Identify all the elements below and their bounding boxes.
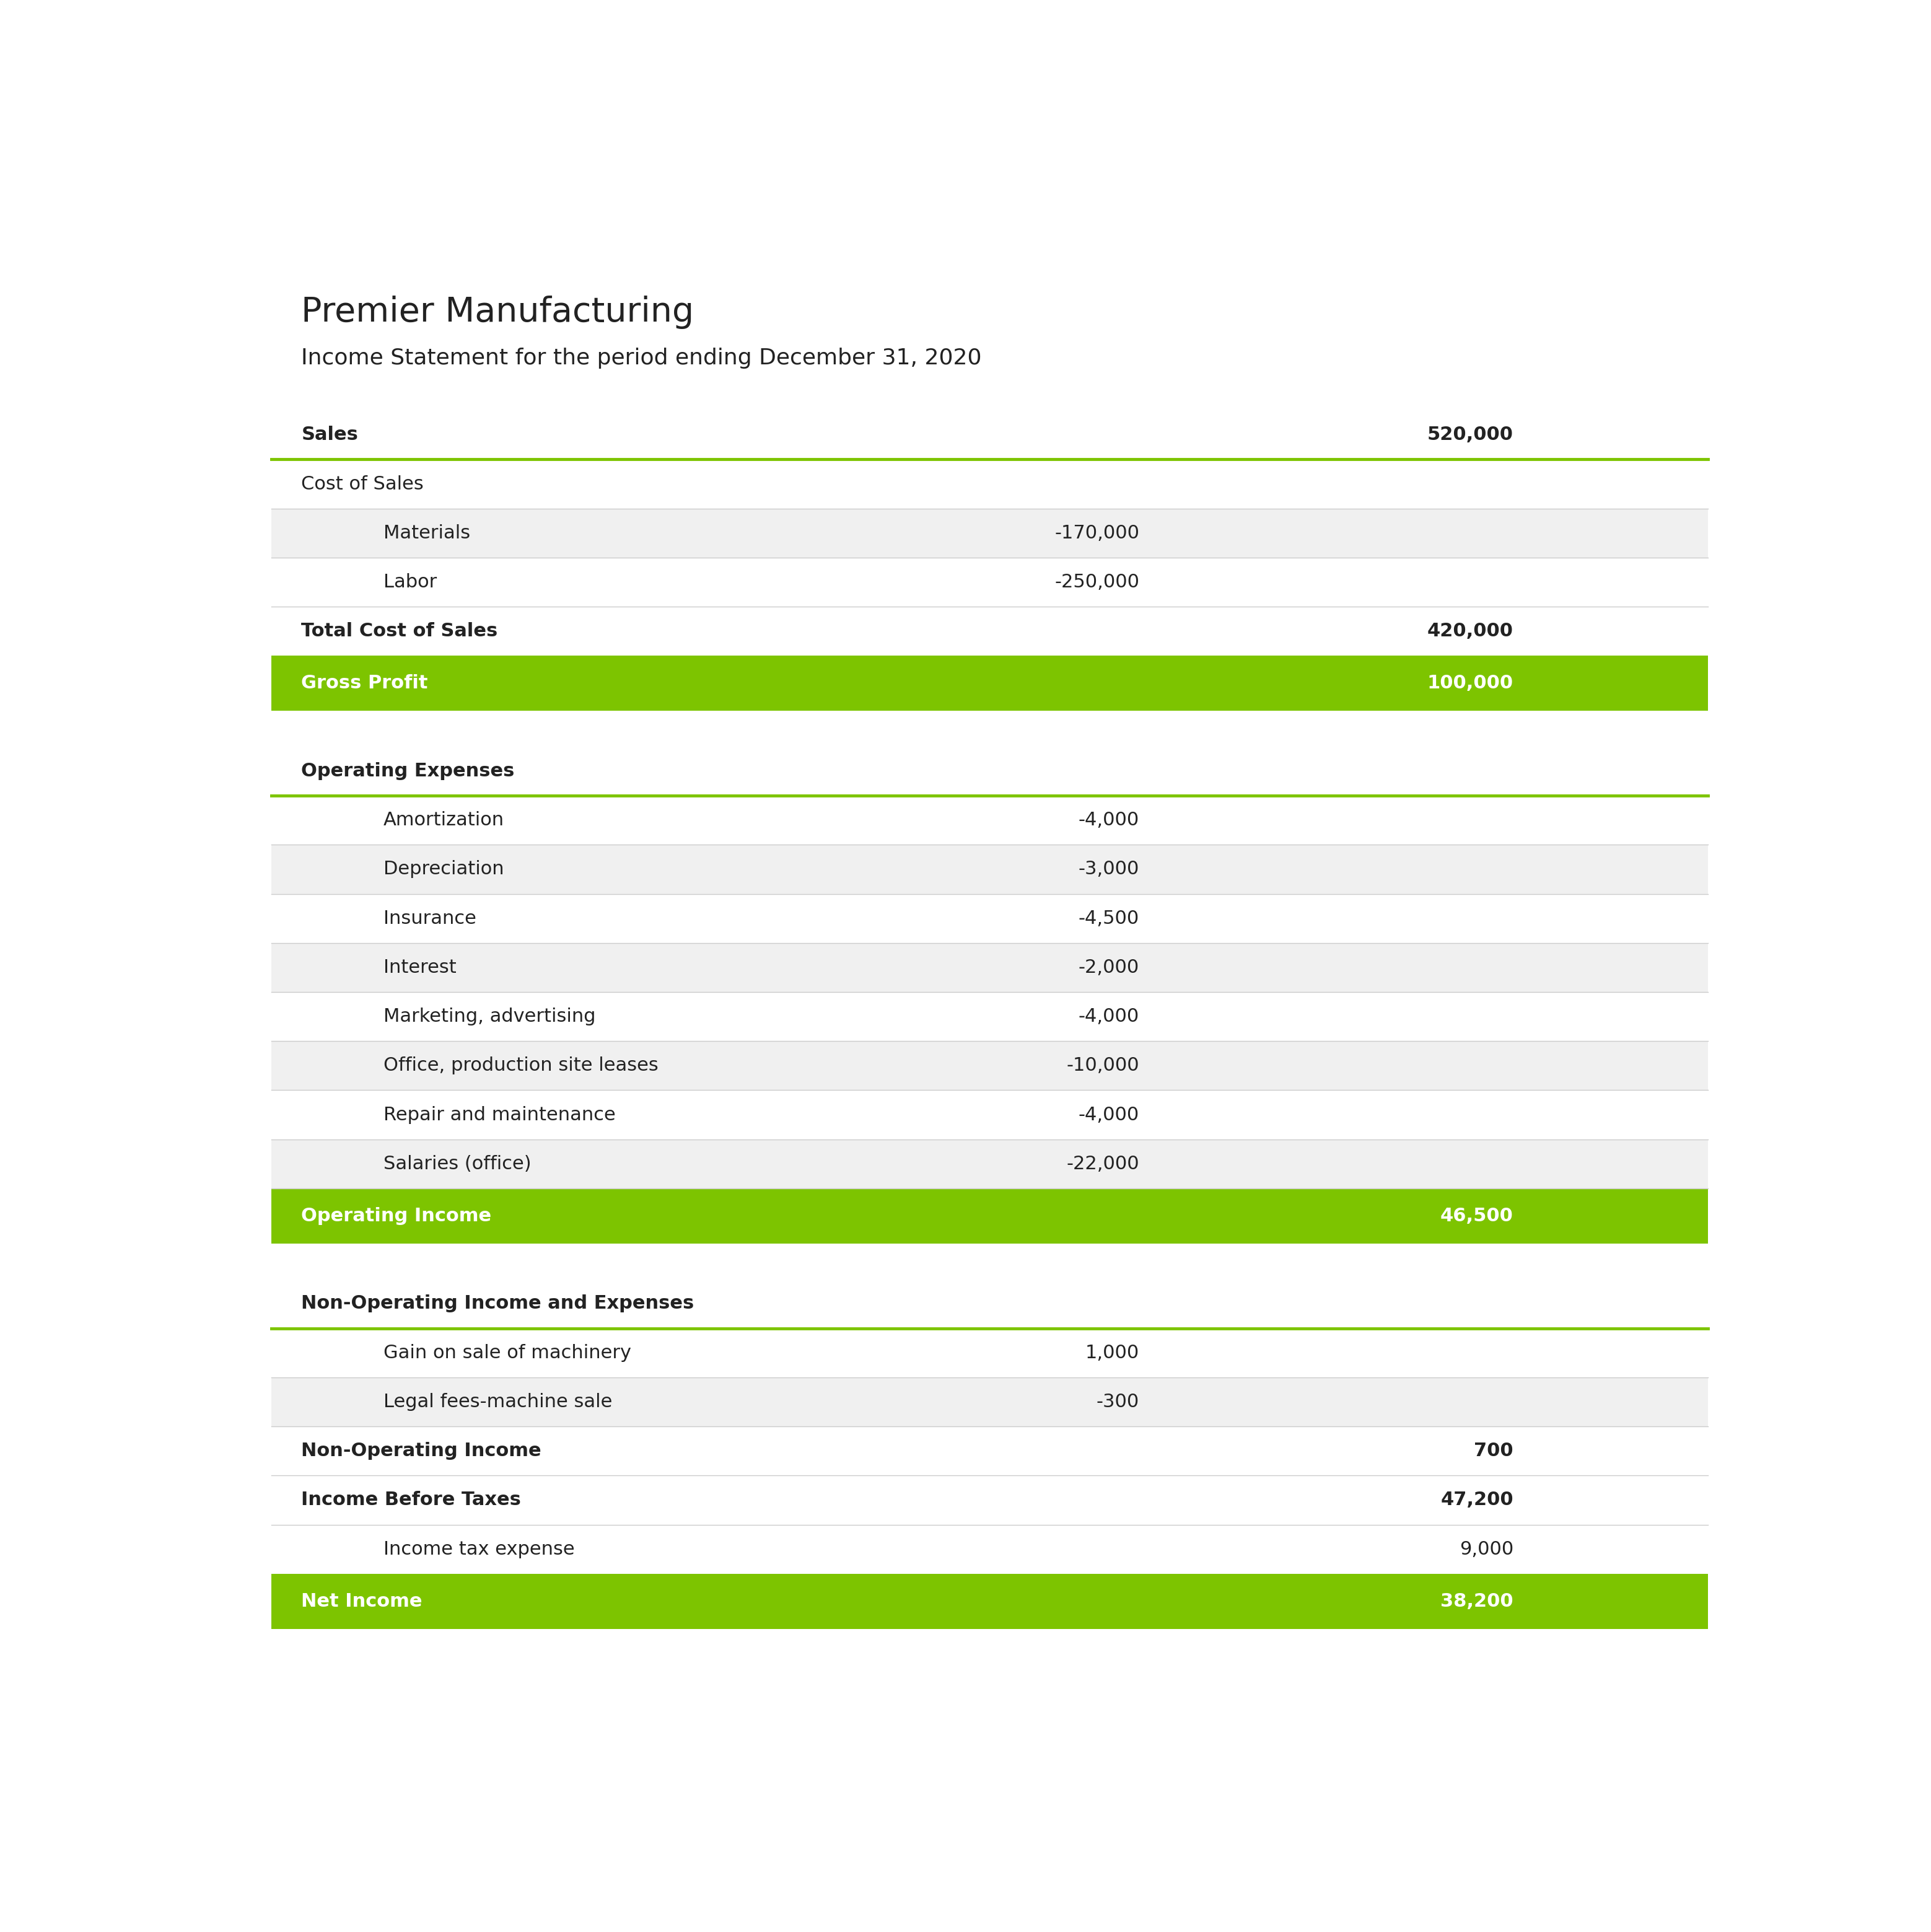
Text: Income tax expense: Income tax expense <box>384 1540 575 1557</box>
Text: 420,000: 420,000 <box>1427 622 1514 639</box>
Text: Sales: Sales <box>301 425 357 444</box>
Text: -4,500: -4,500 <box>1077 910 1139 927</box>
Text: Premier Manufacturing: Premier Manufacturing <box>301 296 693 328</box>
Text: 520,000: 520,000 <box>1427 425 1514 444</box>
Text: Amortization: Amortization <box>384 811 504 829</box>
Text: -3,000: -3,000 <box>1077 860 1139 879</box>
Bar <box>270 844 1707 895</box>
Text: Gain on sale of machinery: Gain on sale of machinery <box>384 1345 631 1362</box>
Text: Income Statement for the period ending December 31, 2020: Income Statement for the period ending D… <box>301 348 981 369</box>
Text: -170,000: -170,000 <box>1054 524 1139 543</box>
Text: Net Income: Net Income <box>301 1592 423 1609</box>
Text: Office, production site leases: Office, production site leases <box>384 1057 658 1074</box>
Text: Marketing, advertising: Marketing, advertising <box>384 1009 597 1026</box>
Bar <box>270 943 1707 991</box>
Text: 47,200: 47,200 <box>1441 1492 1514 1509</box>
Text: -250,000: -250,000 <box>1054 574 1139 591</box>
Text: -4,000: -4,000 <box>1077 1009 1139 1026</box>
Bar <box>270 1188 1707 1244</box>
Text: 38,200: 38,200 <box>1441 1592 1514 1609</box>
Bar <box>270 655 1707 711</box>
Text: Non-Operating Income and Expenses: Non-Operating Income and Expenses <box>301 1294 693 1312</box>
Text: -22,000: -22,000 <box>1066 1155 1139 1173</box>
Text: 700: 700 <box>1473 1441 1514 1461</box>
Text: Income Before Taxes: Income Before Taxes <box>301 1492 521 1509</box>
Text: -4,000: -4,000 <box>1077 811 1139 829</box>
Text: Gross Profit: Gross Profit <box>301 674 429 692</box>
Text: Insurance: Insurance <box>384 910 477 927</box>
Text: 100,000: 100,000 <box>1427 674 1514 692</box>
Text: -2,000: -2,000 <box>1077 958 1139 976</box>
Text: -10,000: -10,000 <box>1066 1057 1139 1074</box>
Bar <box>270 1378 1707 1426</box>
Text: Total Cost of Sales: Total Cost of Sales <box>301 622 498 639</box>
Text: Materials: Materials <box>384 524 471 543</box>
Text: Operating Expenses: Operating Expenses <box>301 761 514 781</box>
Text: Operating Income: Operating Income <box>301 1208 492 1225</box>
Bar <box>270 1041 1707 1090</box>
Text: Depreciation: Depreciation <box>384 860 504 879</box>
Text: 46,500: 46,500 <box>1441 1208 1514 1225</box>
Text: Salaries (office): Salaries (office) <box>384 1155 531 1173</box>
Text: -300: -300 <box>1097 1393 1139 1410</box>
Bar <box>270 1140 1707 1188</box>
Text: Repair and maintenance: Repair and maintenance <box>384 1105 616 1124</box>
Text: -4,000: -4,000 <box>1077 1105 1139 1124</box>
Text: 1,000: 1,000 <box>1085 1345 1139 1362</box>
Text: 9,000: 9,000 <box>1460 1540 1514 1557</box>
Text: Legal fees-machine sale: Legal fees-machine sale <box>384 1393 612 1410</box>
Text: Non-Operating Income: Non-Operating Income <box>301 1441 541 1461</box>
Text: Cost of Sales: Cost of Sales <box>301 475 423 493</box>
Bar <box>270 1575 1707 1629</box>
Text: Interest: Interest <box>384 958 456 976</box>
Bar <box>270 508 1707 558</box>
Text: Labor: Labor <box>384 574 436 591</box>
